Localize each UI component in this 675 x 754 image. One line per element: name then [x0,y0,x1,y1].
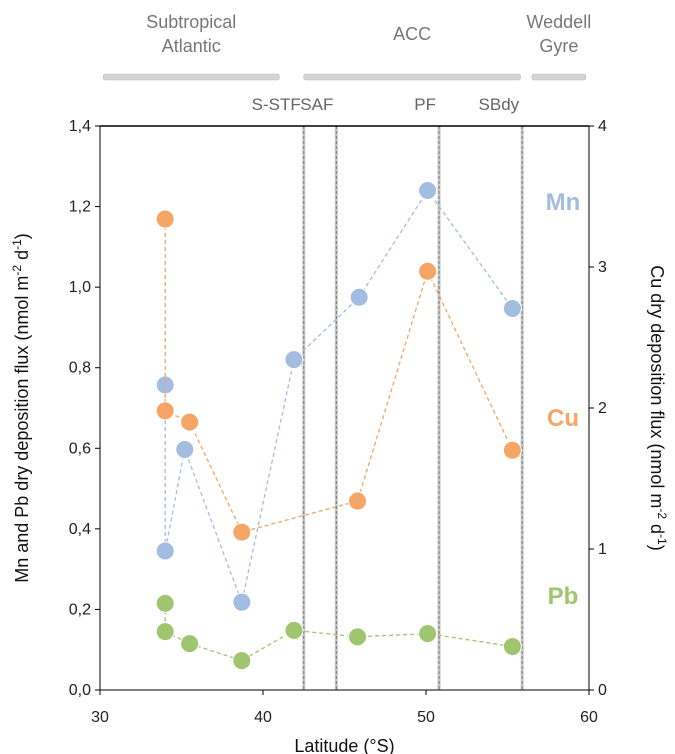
left-tick-label: 0,8 [69,360,91,377]
series-marks [155,180,522,671]
data-point-cu [232,522,252,542]
plot-axes [95,125,594,695]
right-tick-label: 1 [598,541,607,558]
region-label: Subtropical [146,12,236,32]
data-point-mn [155,541,175,561]
left-tick-label: 0,0 [69,682,91,699]
region-label: Weddell [526,12,591,32]
x-tick-label: 40 [254,709,272,726]
left-tick-label: 0,4 [69,521,91,538]
region-bands [102,73,587,81]
right-axis-title: Cu dry deposition flux (nmol m-2 d-1) [647,265,669,550]
series-label-mn: Mn [546,189,581,216]
data-point-mn [155,375,175,395]
x-axis-title: Latitude (°S) [294,736,394,754]
region-band [531,73,587,81]
data-point-mn [349,287,369,307]
left-axis-title: Mn and Pb dry deposition flux (nmol m-2 … [10,233,32,583]
data-point-pb [418,624,438,644]
left-tick-label: 1,0 [69,279,91,296]
right-tick-label: 2 [598,400,607,417]
left-tick-label: 0,2 [69,601,91,618]
data-point-pb [155,593,175,613]
data-point-mn [502,298,522,318]
right-tick-label: 4 [598,118,607,135]
data-point-mn [175,439,195,459]
data-point-cu [418,261,438,281]
data-point-mn [418,180,438,200]
data-point-pb [502,636,522,656]
region-label: Atlantic [162,36,221,56]
x-tick-label: 30 [91,709,109,726]
data-point-mn [232,592,252,612]
data-point-cu [155,401,175,421]
data-point-cu [348,491,368,511]
left-tick-label: 1,2 [69,199,91,216]
series-line-cu [164,219,513,533]
front-label: PF [414,95,436,114]
series-line-mn [164,189,513,605]
data-point-pb [155,622,175,642]
x-tick-label: 60 [580,709,598,726]
region-band [102,73,280,81]
data-point-pb [180,634,200,654]
region-label: ACC [393,24,431,44]
data-point-pb [232,651,252,671]
region-band [303,73,521,81]
region-label: Gyre [539,36,578,56]
left-tick-label: 1,4 [69,118,91,135]
series-label-pb: Pb [548,583,579,610]
right-tick-label: 3 [598,259,607,276]
front-label: SAF [300,95,333,114]
data-point-cu [180,412,200,432]
series-line-pb [164,603,513,662]
data-point-pb [284,620,304,640]
series-label-cu: Cu [547,405,579,432]
data-point-pb [348,627,368,647]
left-tick-label: 0,6 [69,440,91,457]
chart-labels: Subtropical Atlantic ACC Weddell Gyre S-STF SA… [10,12,669,754]
front-lines [302,126,524,690]
data-point-cu [155,209,175,229]
data-point-mn [284,350,304,370]
right-tick-label: 0 [598,682,607,699]
x-tick-label: 50 [417,709,435,726]
front-label: SBdy [479,95,520,114]
front-label: S-STF [252,95,301,114]
data-point-cu [502,440,522,460]
